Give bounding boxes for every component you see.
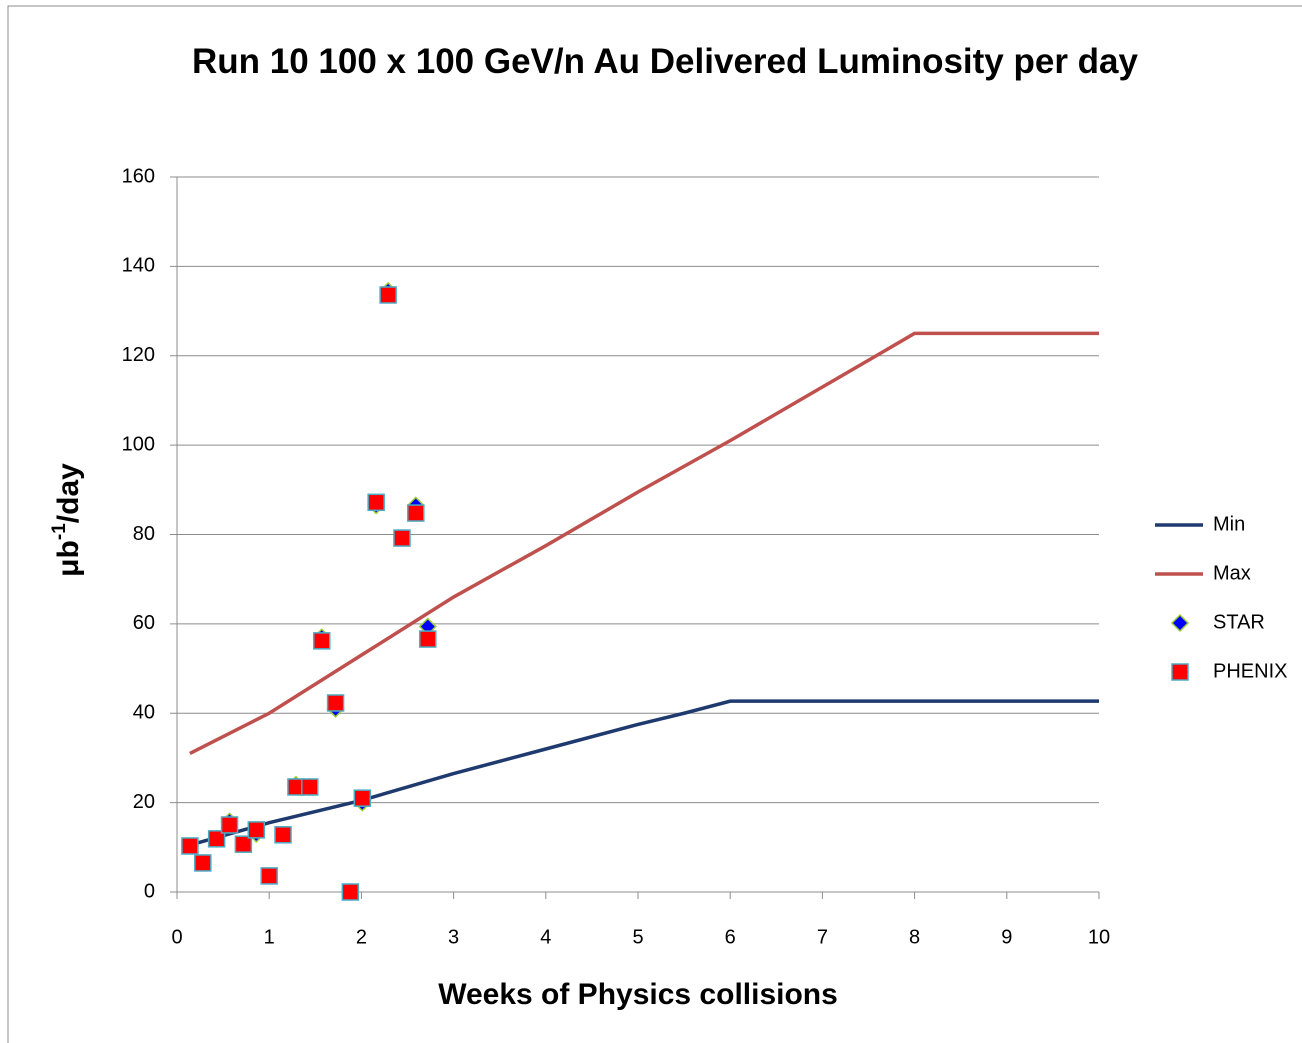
phenix-point <box>341 883 360 901</box>
series-line <box>189 699 1099 847</box>
x-tick-label: 0 <box>171 926 182 948</box>
y-tick-label: 40 <box>133 702 155 724</box>
y-label-part: /day <box>52 463 85 523</box>
legend-label: Max <box>1213 562 1251 584</box>
chart-frame <box>7 5 1302 1043</box>
phenix-point <box>419 630 437 648</box>
y-tick-label: 100 <box>122 433 155 455</box>
y-tick-label: 0 <box>144 880 155 902</box>
phenix-point <box>407 504 425 522</box>
phenix-point <box>247 821 266 839</box>
phenix-point <box>274 826 292 844</box>
legend-label: STAR <box>1213 611 1265 633</box>
phenix-point <box>234 835 253 853</box>
y-tick-label: 140 <box>122 255 155 277</box>
y-tick-label: 60 <box>133 612 155 634</box>
x-tick-label: 4 <box>540 926 551 948</box>
phenix-point <box>207 830 226 848</box>
y-label-part: μb <box>52 540 85 577</box>
y-tick-label: 80 <box>133 523 155 545</box>
y-label-sup: -1 <box>49 523 70 540</box>
legend-label: PHENIX <box>1213 660 1287 682</box>
x-tick-label: 10 <box>1088 926 1110 948</box>
series-line <box>189 331 1099 756</box>
x-tick-label: 3 <box>448 926 459 948</box>
phenix-point <box>326 694 345 712</box>
x-axis-label: Weeks of Physics collisions <box>438 978 838 1011</box>
x-tick-label: 7 <box>817 926 828 948</box>
x-tick-label: 6 <box>725 926 736 948</box>
legend-swatch <box>1170 613 1190 633</box>
phenix-point <box>367 493 385 512</box>
phenix-point <box>393 529 411 547</box>
y-tick-label: 20 <box>133 791 155 813</box>
phenix-point <box>301 778 319 796</box>
x-tick-label: 5 <box>632 926 643 948</box>
legend-label: Min <box>1213 513 1245 535</box>
phenix-point <box>181 837 199 855</box>
phenix-point <box>313 632 331 650</box>
x-tick-label: 2 <box>356 926 367 948</box>
legend-swatch <box>1171 663 1189 681</box>
y-tick-label: 160 <box>122 165 155 187</box>
x-tick-label: 8 <box>909 926 920 948</box>
phenix-point <box>379 286 397 304</box>
chart-title: Run 10 100 x 100 GeV/n Au Delivered Lumi… <box>192 42 1138 81</box>
phenix-point <box>353 789 372 807</box>
phenix-point <box>220 816 239 834</box>
phenix-point <box>260 867 278 885</box>
phenix-point <box>194 854 212 872</box>
x-tick-label: 9 <box>1001 926 1012 948</box>
x-tick-label: 1 <box>264 926 275 948</box>
y-axis-label: μb-1/day <box>49 463 85 577</box>
y-tick-label: 120 <box>122 344 155 366</box>
